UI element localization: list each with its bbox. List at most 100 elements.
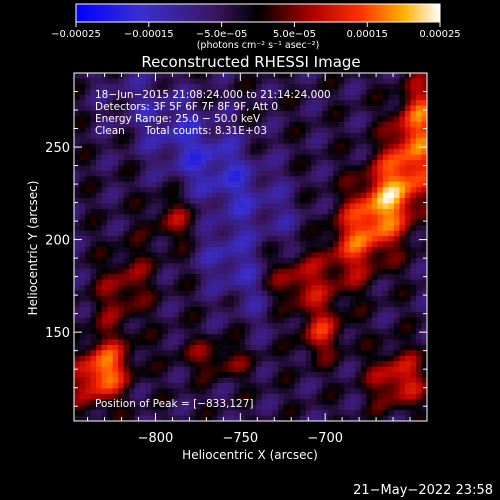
- heatmap-cell: [338, 83, 345, 90]
- heatmap-cell: [107, 94, 114, 101]
- heatmap-cell: [355, 83, 362, 90]
- heatmap-cell: [333, 73, 340, 80]
- heatmap-cell: [366, 143, 373, 150]
- heatmap-cell: [101, 399, 108, 406]
- heatmap-cell: [134, 344, 141, 351]
- heatmap-cell: [382, 198, 389, 205]
- heatmap-cell: [145, 263, 152, 270]
- heatmap-cell: [101, 301, 108, 308]
- heatmap-cell: [322, 268, 329, 275]
- heatmap-cell: [85, 94, 92, 101]
- heatmap-cell: [261, 132, 268, 139]
- heatmap-cell: [371, 192, 378, 199]
- heatmap-cell: [206, 132, 213, 139]
- heatmap-cell: [371, 344, 378, 351]
- heatmap-cell: [305, 312, 312, 319]
- heatmap-cell: [377, 274, 384, 281]
- heatmap-cell: [211, 290, 219, 297]
- heatmap-cell: [211, 350, 219, 357]
- heatmap-cell: [189, 89, 196, 96]
- heatmap-cell: [283, 355, 290, 362]
- heatmap-cell: [371, 138, 378, 145]
- heatmap-cell: [360, 176, 367, 183]
- heatmap-cell: [90, 176, 97, 183]
- heatmap-cell: [415, 181, 423, 188]
- heatmap-cell: [112, 116, 119, 123]
- heatmap-cell: [322, 274, 329, 281]
- heatmap-cell: [217, 132, 224, 139]
- heatmap-cell: [96, 404, 103, 411]
- heatmap-cell: [129, 366, 136, 373]
- heatmap-cell: [222, 176, 230, 183]
- heatmap-cell: [211, 198, 219, 205]
- heatmap-cell: [211, 328, 219, 335]
- heatmap-cell: [421, 176, 427, 183]
- heatmap-cell: [250, 236, 257, 243]
- heatmap-cell: [134, 149, 141, 156]
- heatmap-cell: [239, 317, 246, 324]
- heatmap-cell: [96, 132, 103, 139]
- heatmap-cell: [294, 160, 301, 167]
- heatmap-cell: [360, 100, 367, 107]
- heatmap-cell: [145, 268, 152, 275]
- heatmap-cell: [118, 393, 125, 400]
- heatmap-cell: [112, 78, 119, 85]
- heatmap-cell: [173, 138, 180, 145]
- heatmap-cell: [360, 73, 367, 80]
- heatmap-cell: [140, 132, 147, 139]
- heatmap-cell: [222, 181, 230, 188]
- heatmap-cell: [322, 263, 329, 270]
- heatmap-cell: [300, 279, 307, 286]
- heatmap-cell: [256, 198, 263, 205]
- heatmap-cell: [151, 274, 158, 281]
- heatmap-cell: [129, 268, 136, 275]
- heatmap-cell: [388, 225, 395, 232]
- heatmap-cell: [140, 111, 147, 118]
- heatmap-cell: [178, 121, 185, 128]
- heatmap-cell: [167, 247, 174, 254]
- heatmap-cell: [140, 214, 147, 221]
- heatmap-cell: [206, 410, 213, 417]
- heatmap-cell: [228, 170, 235, 177]
- heatmap-cell: [399, 410, 406, 417]
- heatmap-cell: [206, 127, 213, 134]
- heatmap-cell: [195, 73, 202, 80]
- heatmap-cell: [344, 263, 351, 270]
- heatmap-cell: [74, 328, 81, 335]
- heatmap-cell: [112, 100, 119, 107]
- heatmap-cell: [96, 208, 103, 215]
- heatmap-cell: [305, 208, 312, 215]
- heatmap-cell: [371, 214, 378, 221]
- heatmap-cell: [300, 361, 307, 368]
- heatmap-cell: [283, 111, 290, 118]
- heatmap-cell: [233, 382, 241, 389]
- heatmap-cell: [388, 344, 395, 351]
- heatmap-cell: [239, 268, 246, 275]
- heatmap-cell: [244, 236, 252, 243]
- heatmap-cell: [349, 192, 356, 199]
- heatmap-cell: [112, 73, 119, 80]
- heatmap-cell: [360, 198, 367, 205]
- heatmap-cell: [338, 154, 345, 161]
- x-tick-label: −700: [307, 431, 343, 446]
- heatmap-cell: [222, 306, 230, 313]
- heatmap-cell: [333, 132, 340, 139]
- heatmap-cell: [410, 198, 417, 205]
- heatmap-cell: [410, 323, 417, 330]
- heatmap-cell: [74, 263, 81, 270]
- heatmap-cell: [316, 176, 323, 183]
- heatmap-cell: [410, 111, 417, 118]
- heatmap-cell: [371, 198, 378, 205]
- heatmap-cell: [162, 377, 169, 384]
- heatmap-cell: [261, 285, 268, 292]
- heatmap-cell: [217, 187, 224, 194]
- heatmap-cell: [267, 404, 274, 411]
- heatmap-cell: [233, 181, 241, 188]
- heatmap-cell: [349, 372, 356, 379]
- heatmap-cell: [217, 160, 224, 167]
- heatmap-cell: [410, 149, 417, 156]
- heatmap-cell: [233, 317, 241, 324]
- heatmap-cell: [228, 344, 235, 351]
- heatmap-cell: [371, 361, 378, 368]
- heatmap-cell: [107, 219, 114, 226]
